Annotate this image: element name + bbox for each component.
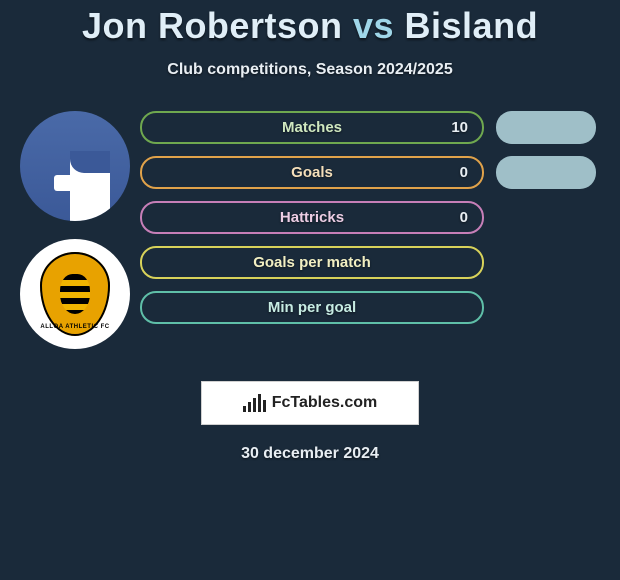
wasp-icon [60, 274, 90, 314]
stat-label: Hattricks [280, 209, 344, 226]
facebook-f-icon [70, 151, 110, 221]
stat-side-pill [496, 111, 596, 144]
date-label: 30 december 2024 [0, 445, 620, 463]
subtitle: Club competitions, Season 2024/2025 [0, 61, 620, 79]
club-avatar: ALLOA ATHLETIC FC [20, 239, 130, 349]
title-player1: Jon Robertson [82, 5, 343, 46]
stat-value: 0 [460, 209, 468, 226]
stat-pill-goals-per-match: Goals per match [140, 246, 484, 279]
stat-row: Goals per match [140, 246, 620, 279]
stat-row: Matches 10 [140, 111, 620, 144]
brand-label: FcTables.com [272, 394, 378, 412]
stat-label: Goals [291, 164, 333, 181]
page-title: Jon Robertson vs Bisland [0, 5, 620, 47]
stats-column: Matches 10 Goals 0 Hattricks 0 Goals per match… [140, 111, 620, 336]
title-player2: Bisland [405, 5, 539, 46]
stat-pill-hattricks: Hattricks 0 [140, 201, 484, 234]
stat-value: 10 [451, 119, 468, 136]
main-content-row: ALLOA ATHLETIC FC Matches10Goals0Hattric… [0, 111, 620, 367]
comparison-infographic: Jon Robertson vs Bisland Club competitio… [0, 0, 620, 463]
stat-row: Min per goal [140, 291, 620, 324]
stat-label: Matches [282, 119, 342, 136]
title-vs: vs [353, 5, 394, 46]
bar-chart-icon [243, 394, 266, 412]
stat-pill-matches: Matches 10 [140, 111, 484, 144]
club-badge-icon: ALLOA ATHLETIC FC [40, 252, 110, 336]
stat-side-pill [496, 156, 596, 189]
stat-side-pill [496, 201, 596, 234]
stat-label: Goals per match [253, 254, 371, 271]
brand-badge: FcTables.com [201, 381, 419, 425]
stat-row: Hattricks 0 [140, 201, 620, 234]
avatars-column: ALLOA ATHLETIC FC [0, 111, 140, 367]
facebook-avatar [20, 111, 130, 221]
stat-value: 0 [460, 164, 468, 181]
stat-pill-goals: Goals 0 [140, 156, 484, 189]
club-badge-label: ALLOA ATHLETIC FC [40, 324, 110, 330]
stat-row: Goals 0 [140, 156, 620, 189]
stat-pill-min-per-goal: Min per goal [140, 291, 484, 324]
stat-side-pill [496, 291, 596, 324]
stat-side-pill [496, 246, 596, 279]
stat-label: Min per goal [268, 299, 356, 316]
